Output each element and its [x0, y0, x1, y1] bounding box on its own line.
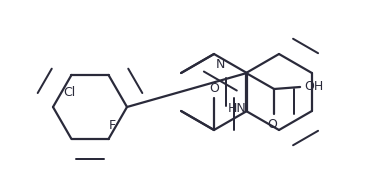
Text: Cl: Cl: [63, 86, 76, 99]
Text: F: F: [109, 119, 116, 131]
Text: N: N: [215, 58, 225, 71]
Text: O: O: [209, 81, 219, 95]
Text: HN: HN: [227, 102, 246, 115]
Text: O: O: [267, 118, 277, 130]
Text: OH: OH: [304, 80, 324, 93]
